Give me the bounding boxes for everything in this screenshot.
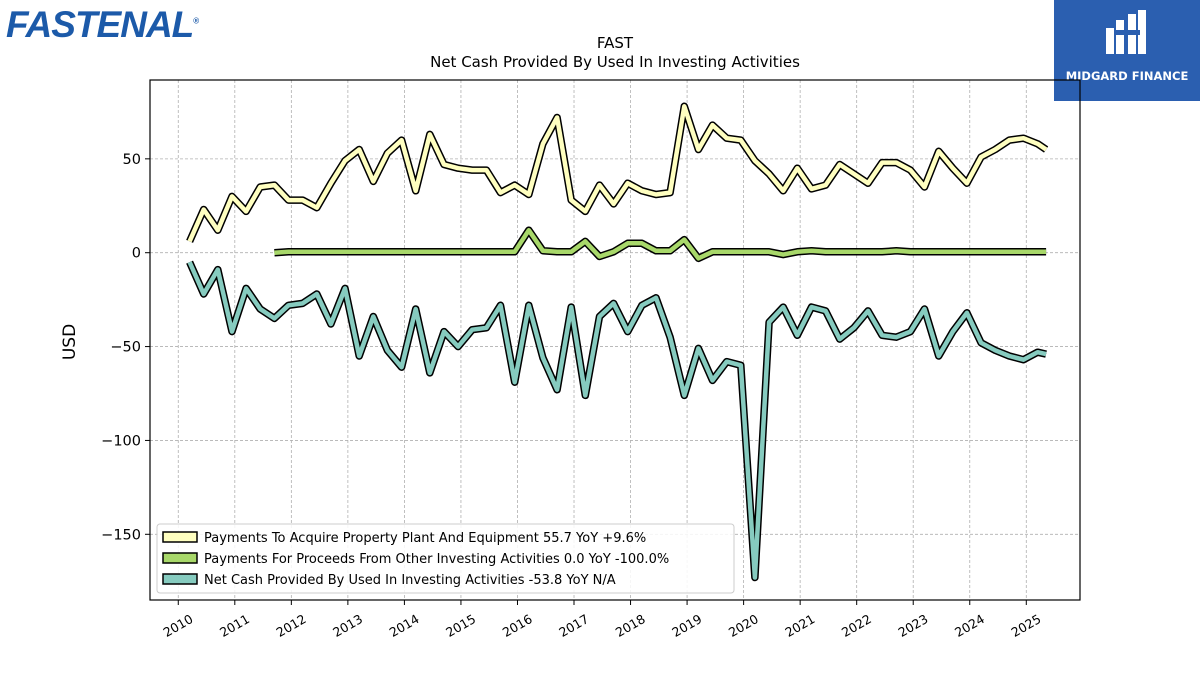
- x-tick-label: 2016: [500, 611, 535, 640]
- y-tick-label: −150: [101, 527, 141, 543]
- x-tick-label: 2018: [613, 611, 648, 640]
- legend-label: Payments To Acquire Property Plant And E…: [204, 531, 646, 546]
- chart-subtitle: Net Cash Provided By Used In Investing A…: [430, 53, 800, 71]
- x-tick-label: 2021: [782, 611, 817, 640]
- legend-label: Net Cash Provided By Used In Investing A…: [204, 573, 616, 588]
- series-line-2: [274, 227, 1047, 261]
- series-line-outline-2: [274, 226, 1047, 263]
- legend-label: Payments For Proceeds From Other Investi…: [204, 552, 669, 567]
- x-tick-label: 2017: [556, 611, 591, 640]
- series-line-outline-1: [186, 102, 1049, 243]
- series-line-1: [187, 104, 1048, 243]
- legend-swatch: [162, 552, 198, 564]
- x-tick-label: 2014: [387, 611, 422, 640]
- plot-frame: [149, 79, 1081, 601]
- x-tick-label: 2025: [1009, 611, 1044, 640]
- x-tick-label: 2010: [160, 611, 195, 640]
- legend-swatch: [162, 531, 198, 543]
- x-tick-label: 2023: [895, 611, 930, 640]
- x-tick-label: 2015: [443, 611, 478, 640]
- series-layer: [186, 102, 1049, 582]
- legend-swatch: [162, 573, 198, 585]
- x-tick-label: 2024: [952, 611, 987, 640]
- y-tick-label: −50: [110, 340, 141, 356]
- series-line-3: [187, 261, 1047, 580]
- x-tick-label: 2013: [330, 611, 365, 640]
- legend-box: [156, 523, 735, 594]
- fastenal-logo: FASTENAL®: [6, 4, 199, 46]
- midgard-logo-icon: [1106, 10, 1146, 54]
- y-tick-label: −100: [101, 433, 141, 449]
- x-tick-label: 2012: [274, 611, 309, 640]
- x-tick-label: 2022: [839, 611, 874, 640]
- legend: Payments To Acquire Property Plant And E…: [156, 523, 735, 594]
- midgard-finance-badge: MIDGARD FINANCE: [1054, 0, 1200, 101]
- y-tick-label: 0: [132, 246, 141, 262]
- x-tick-label: 2020: [726, 611, 761, 640]
- badge-label: MIDGARD FINANCE: [1065, 69, 1189, 83]
- logo-registered-mark: ®: [193, 16, 199, 26]
- chart-title: FAST: [597, 34, 634, 52]
- y-axis-label: USD: [60, 324, 80, 360]
- x-tick-label: 2019: [669, 611, 704, 640]
- x-tick-label: 2011: [217, 611, 252, 640]
- y-tick-label: 50: [123, 152, 141, 168]
- logo-text: FASTENAL: [6, 4, 194, 45]
